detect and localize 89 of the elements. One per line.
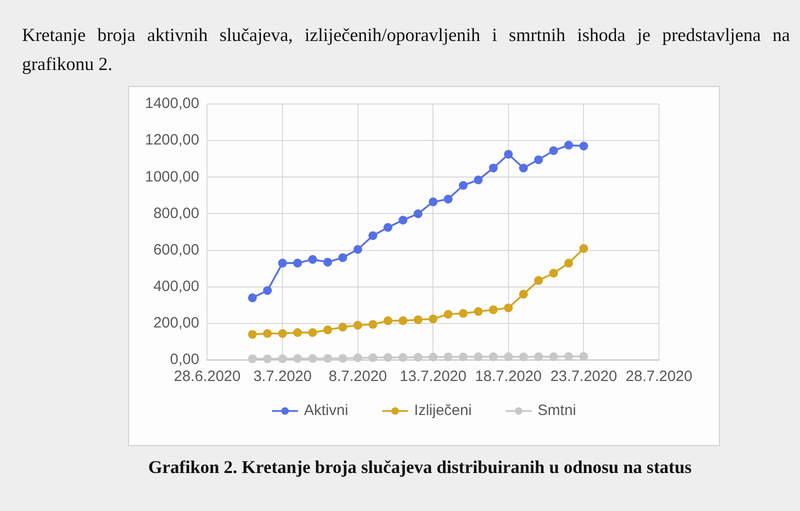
legend-label: Izliječeni [414,402,472,420]
x-tick-label: 28.7.2020 [626,368,692,386]
y-tick-label: 1000,00 [144,168,200,186]
y-tick-label: 1200,00 [144,132,200,149]
point [293,354,302,363]
point [458,180,468,190]
point [474,175,483,184]
point [368,320,378,329]
point [474,352,483,362]
point [338,253,348,262]
point [488,352,498,362]
point [368,231,378,240]
point [353,353,362,362]
x-tick-label: 23.7.2020 [550,368,618,386]
point [519,352,528,362]
point [293,328,302,337]
point [549,146,558,156]
point [458,352,468,362]
point [278,354,287,364]
legend-label: Aktivni [304,402,348,420]
point [428,314,438,324]
point [564,258,574,268]
point [398,316,408,326]
point [564,140,574,150]
point [248,293,257,302]
point [248,330,257,339]
point [384,353,392,362]
point [519,290,528,299]
point [384,316,392,326]
point [579,244,588,253]
point [338,354,348,363]
x-tick-label: 3.7.2020 [253,368,312,386]
y-tick-label: 1400,00 [144,95,200,112]
point [579,352,588,361]
point [353,244,362,254]
point [384,223,392,232]
point [263,354,272,364]
x-tick-label: 8.7.2020 [328,368,388,386]
point [414,315,422,324]
point [308,328,318,337]
point [248,354,257,364]
y-tick-label: 800,00 [153,204,200,222]
point [308,354,318,363]
point [534,352,543,362]
point [263,329,272,338]
point [428,197,438,206]
point [564,352,574,361]
y-tick-label: 400,00 [153,278,200,295]
point [323,325,332,334]
point [414,352,422,362]
point [414,209,422,218]
x-tick-label: 18.7.2020 [475,368,542,386]
legend-label: Smtni [538,402,576,420]
point [308,255,318,264]
point [368,353,378,362]
point [323,354,332,363]
x-tick-label: 28.6.2020 [174,368,241,386]
point [549,352,558,362]
y-tick-label: 600,00 [153,241,200,258]
point [504,150,513,159]
point [504,303,513,312]
point [488,164,498,172]
point [504,352,513,362]
point [398,216,408,225]
point [278,258,287,268]
point [323,258,332,267]
point [278,329,287,338]
point [398,353,408,362]
point [263,286,272,295]
y-tick-label: 200,00 [153,314,200,332]
text: Kretanje broja aktivnih slučajeva, izliječenih/oporavljenih i smrtnih ishoda je predstavljena na grafikonu 2. [22,25,790,77]
point [579,142,588,150]
point [428,352,438,362]
point [519,164,528,172]
point [474,307,483,316]
point [338,322,348,332]
x-tick-label: 13.7.2020 [400,368,466,386]
text: Grafikon 2. Kretanje broja slučajeva distribuiranih u odnosu na status [147,457,693,478]
point [458,308,468,318]
point [488,305,498,314]
point [444,310,453,319]
point [444,352,453,362]
point [534,276,543,285]
point [353,320,362,330]
y-tick-label: 0,00 [170,351,200,368]
point [444,194,453,204]
point [534,155,543,164]
point [549,268,558,278]
point [293,258,302,268]
